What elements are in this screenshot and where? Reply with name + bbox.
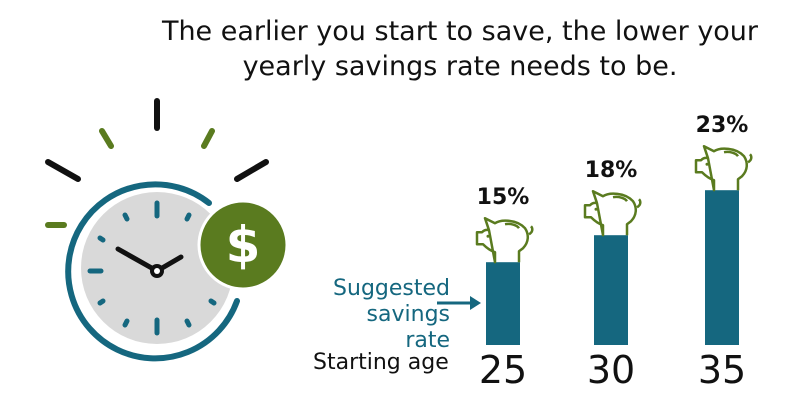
arrow-icon xyxy=(437,296,481,310)
bar-30 xyxy=(594,235,628,345)
age-tick-label: 35 xyxy=(698,348,746,392)
clock-icon xyxy=(45,98,269,362)
value-label: 18% xyxy=(585,158,638,183)
pig-eye xyxy=(594,207,598,211)
pig-eye xyxy=(486,234,490,238)
pig-body xyxy=(694,144,748,192)
age-tick-label: 25 xyxy=(479,348,527,392)
age-tick-label: 30 xyxy=(587,348,635,392)
pig-tail xyxy=(636,198,642,209)
ray-green-left xyxy=(99,128,114,149)
value-label: 23% xyxy=(696,113,749,138)
piggy-bank-icon xyxy=(475,216,534,264)
ray-green-right xyxy=(201,128,215,149)
ray-right xyxy=(234,159,269,182)
dollar-coin-icon: $ xyxy=(197,199,289,291)
clock-ring xyxy=(65,181,240,362)
pig-slot xyxy=(723,150,740,158)
piggy-bank-icon xyxy=(694,144,753,192)
pig-slot xyxy=(612,195,629,203)
pig-tail xyxy=(747,153,753,164)
label-line2: savings rate xyxy=(366,302,450,353)
pig-body xyxy=(475,216,529,264)
value-label: 15% xyxy=(477,185,530,210)
suggested-savings-rate-label: Suggested savings rate xyxy=(318,276,450,354)
pig-tail xyxy=(528,225,534,236)
pig-slot xyxy=(504,222,521,230)
page-title: The earlier you start to save, the lower… xyxy=(161,16,759,82)
bar-25 xyxy=(486,262,520,345)
pig-eye xyxy=(705,162,709,166)
svg-text:$: $ xyxy=(226,216,261,274)
piggy-bank-icon xyxy=(583,189,642,237)
pig-body xyxy=(583,189,637,237)
label-line1: Suggested xyxy=(333,276,450,301)
bar-35 xyxy=(705,190,739,345)
ray-left xyxy=(45,159,81,182)
starting-age-label: Starting age xyxy=(313,350,449,375)
